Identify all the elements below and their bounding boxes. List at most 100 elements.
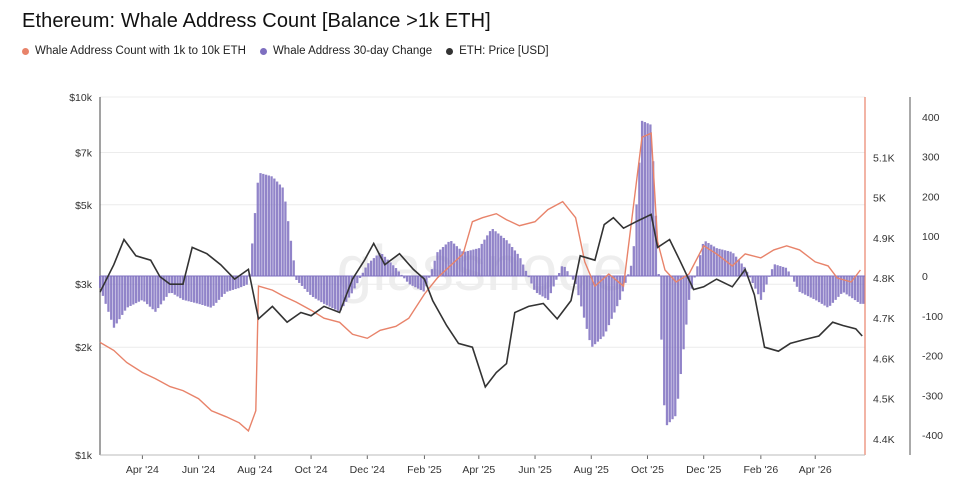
change-bar [419, 276, 423, 291]
legend-label-whale-count: Whale Address Count with 1k to 10k ETH [35, 45, 246, 57]
change-bar [190, 276, 193, 302]
right-outer-axis-tick-label: 0 [922, 271, 928, 283]
change-bar [632, 246, 635, 276]
change-bar [707, 243, 710, 276]
change-bar [389, 262, 392, 276]
change-bar [425, 276, 428, 287]
change-bar [740, 263, 743, 276]
change-bar [522, 264, 525, 276]
change-bar [616, 276, 619, 307]
change-bar [831, 276, 835, 303]
change-bar [179, 276, 182, 299]
change-bar [842, 276, 846, 293]
change-bar [132, 276, 135, 305]
legend-item-whale-count[interactable]: Whale Address Count with 1k to 10k ETH [22, 45, 246, 57]
change-bar [121, 276, 124, 315]
change-bar [690, 276, 694, 289]
right-outer-axis-tick-label: 400 [922, 112, 940, 124]
change-bar [834, 276, 837, 300]
left-axis-tick-label: $5k [75, 200, 93, 212]
x-axis-tick-label: Aug '24 [237, 464, 272, 476]
change-bar [798, 276, 801, 292]
change-bar [721, 249, 724, 276]
change-bar [770, 269, 774, 276]
change-bar [663, 276, 666, 406]
change-bar [414, 276, 417, 288]
change-bar [541, 276, 544, 297]
change-bar [339, 276, 342, 311]
change-bar [422, 276, 425, 292]
whale-count-line [99, 132, 861, 433]
change-bar [397, 271, 400, 276]
legend-item-eth-price[interactable]: ETH: Price [USD] [446, 45, 549, 57]
change-bar [154, 276, 157, 312]
change-bar [555, 276, 558, 280]
change-bar [428, 276, 431, 278]
left-axis-tick-label: $7k [75, 147, 93, 159]
x-axis-tick-label: Feb '25 [407, 464, 442, 476]
change-bar [665, 276, 669, 426]
change-bar [585, 276, 588, 329]
change-bar [198, 276, 201, 305]
left-axis-tick-label: $3k [75, 279, 93, 291]
change-bar [820, 276, 823, 304]
left-axis-tick-label: $10k [69, 92, 93, 104]
left-axis-tick-label: $1k [75, 450, 93, 462]
change-bar [674, 276, 677, 417]
change-bar [629, 265, 633, 276]
change-bar [505, 240, 508, 276]
change-bar [292, 260, 295, 276]
change-bar [508, 243, 511, 276]
change-bar [463, 251, 467, 276]
change-bar [270, 176, 273, 276]
change-bar [516, 253, 519, 276]
change-bar [538, 276, 541, 295]
change-bar [104, 276, 107, 304]
legend-item-whale-change[interactable]: Whale Address 30-day Change [259, 45, 432, 57]
change-bar [723, 250, 727, 276]
change-bar [563, 266, 566, 276]
change-bar [381, 254, 384, 276]
change-bar [433, 260, 436, 276]
change-bar [458, 248, 461, 276]
change-bar [148, 276, 152, 307]
change-bar [331, 276, 334, 309]
change-bar [137, 276, 141, 302]
change-bar [613, 276, 616, 313]
chart-title: Ethereum: Whale Address Count [Balance >… [22, 10, 491, 32]
change-bar [640, 120, 644, 276]
change-bar [466, 250, 470, 276]
change-bar [469, 250, 472, 276]
change-bar [231, 276, 235, 290]
change-bar [309, 276, 312, 295]
change-bar [253, 213, 257, 276]
change-bar [311, 276, 315, 298]
change-bar [607, 276, 611, 326]
right-outer-axis-tick-label: 200 [922, 191, 940, 203]
change-bar [596, 276, 600, 342]
x-axis-tick-label: Apr '26 [799, 464, 832, 476]
change-bar [499, 235, 503, 276]
change-bar [853, 276, 857, 301]
change-bar [762, 276, 765, 293]
change-bar [618, 276, 622, 300]
change-bar [441, 247, 445, 276]
change-bar [552, 276, 555, 287]
change-bar [779, 266, 782, 276]
right-outer-axis-tick-label: 300 [922, 152, 940, 164]
change-bar [364, 267, 367, 276]
change-bar [303, 276, 306, 289]
change-bar [726, 250, 729, 276]
change-bar [281, 187, 284, 276]
change-bar [848, 276, 851, 297]
change-bar [430, 269, 434, 276]
change-bar [209, 276, 212, 308]
change-bar [627, 274, 630, 276]
change-bar [356, 276, 359, 284]
change-bar [162, 276, 165, 301]
right-outer-axis-tick-label: -200 [922, 351, 943, 363]
change-bar [204, 276, 207, 306]
change-bar [383, 256, 387, 276]
change-bar [643, 122, 647, 276]
change-bar [759, 276, 763, 300]
